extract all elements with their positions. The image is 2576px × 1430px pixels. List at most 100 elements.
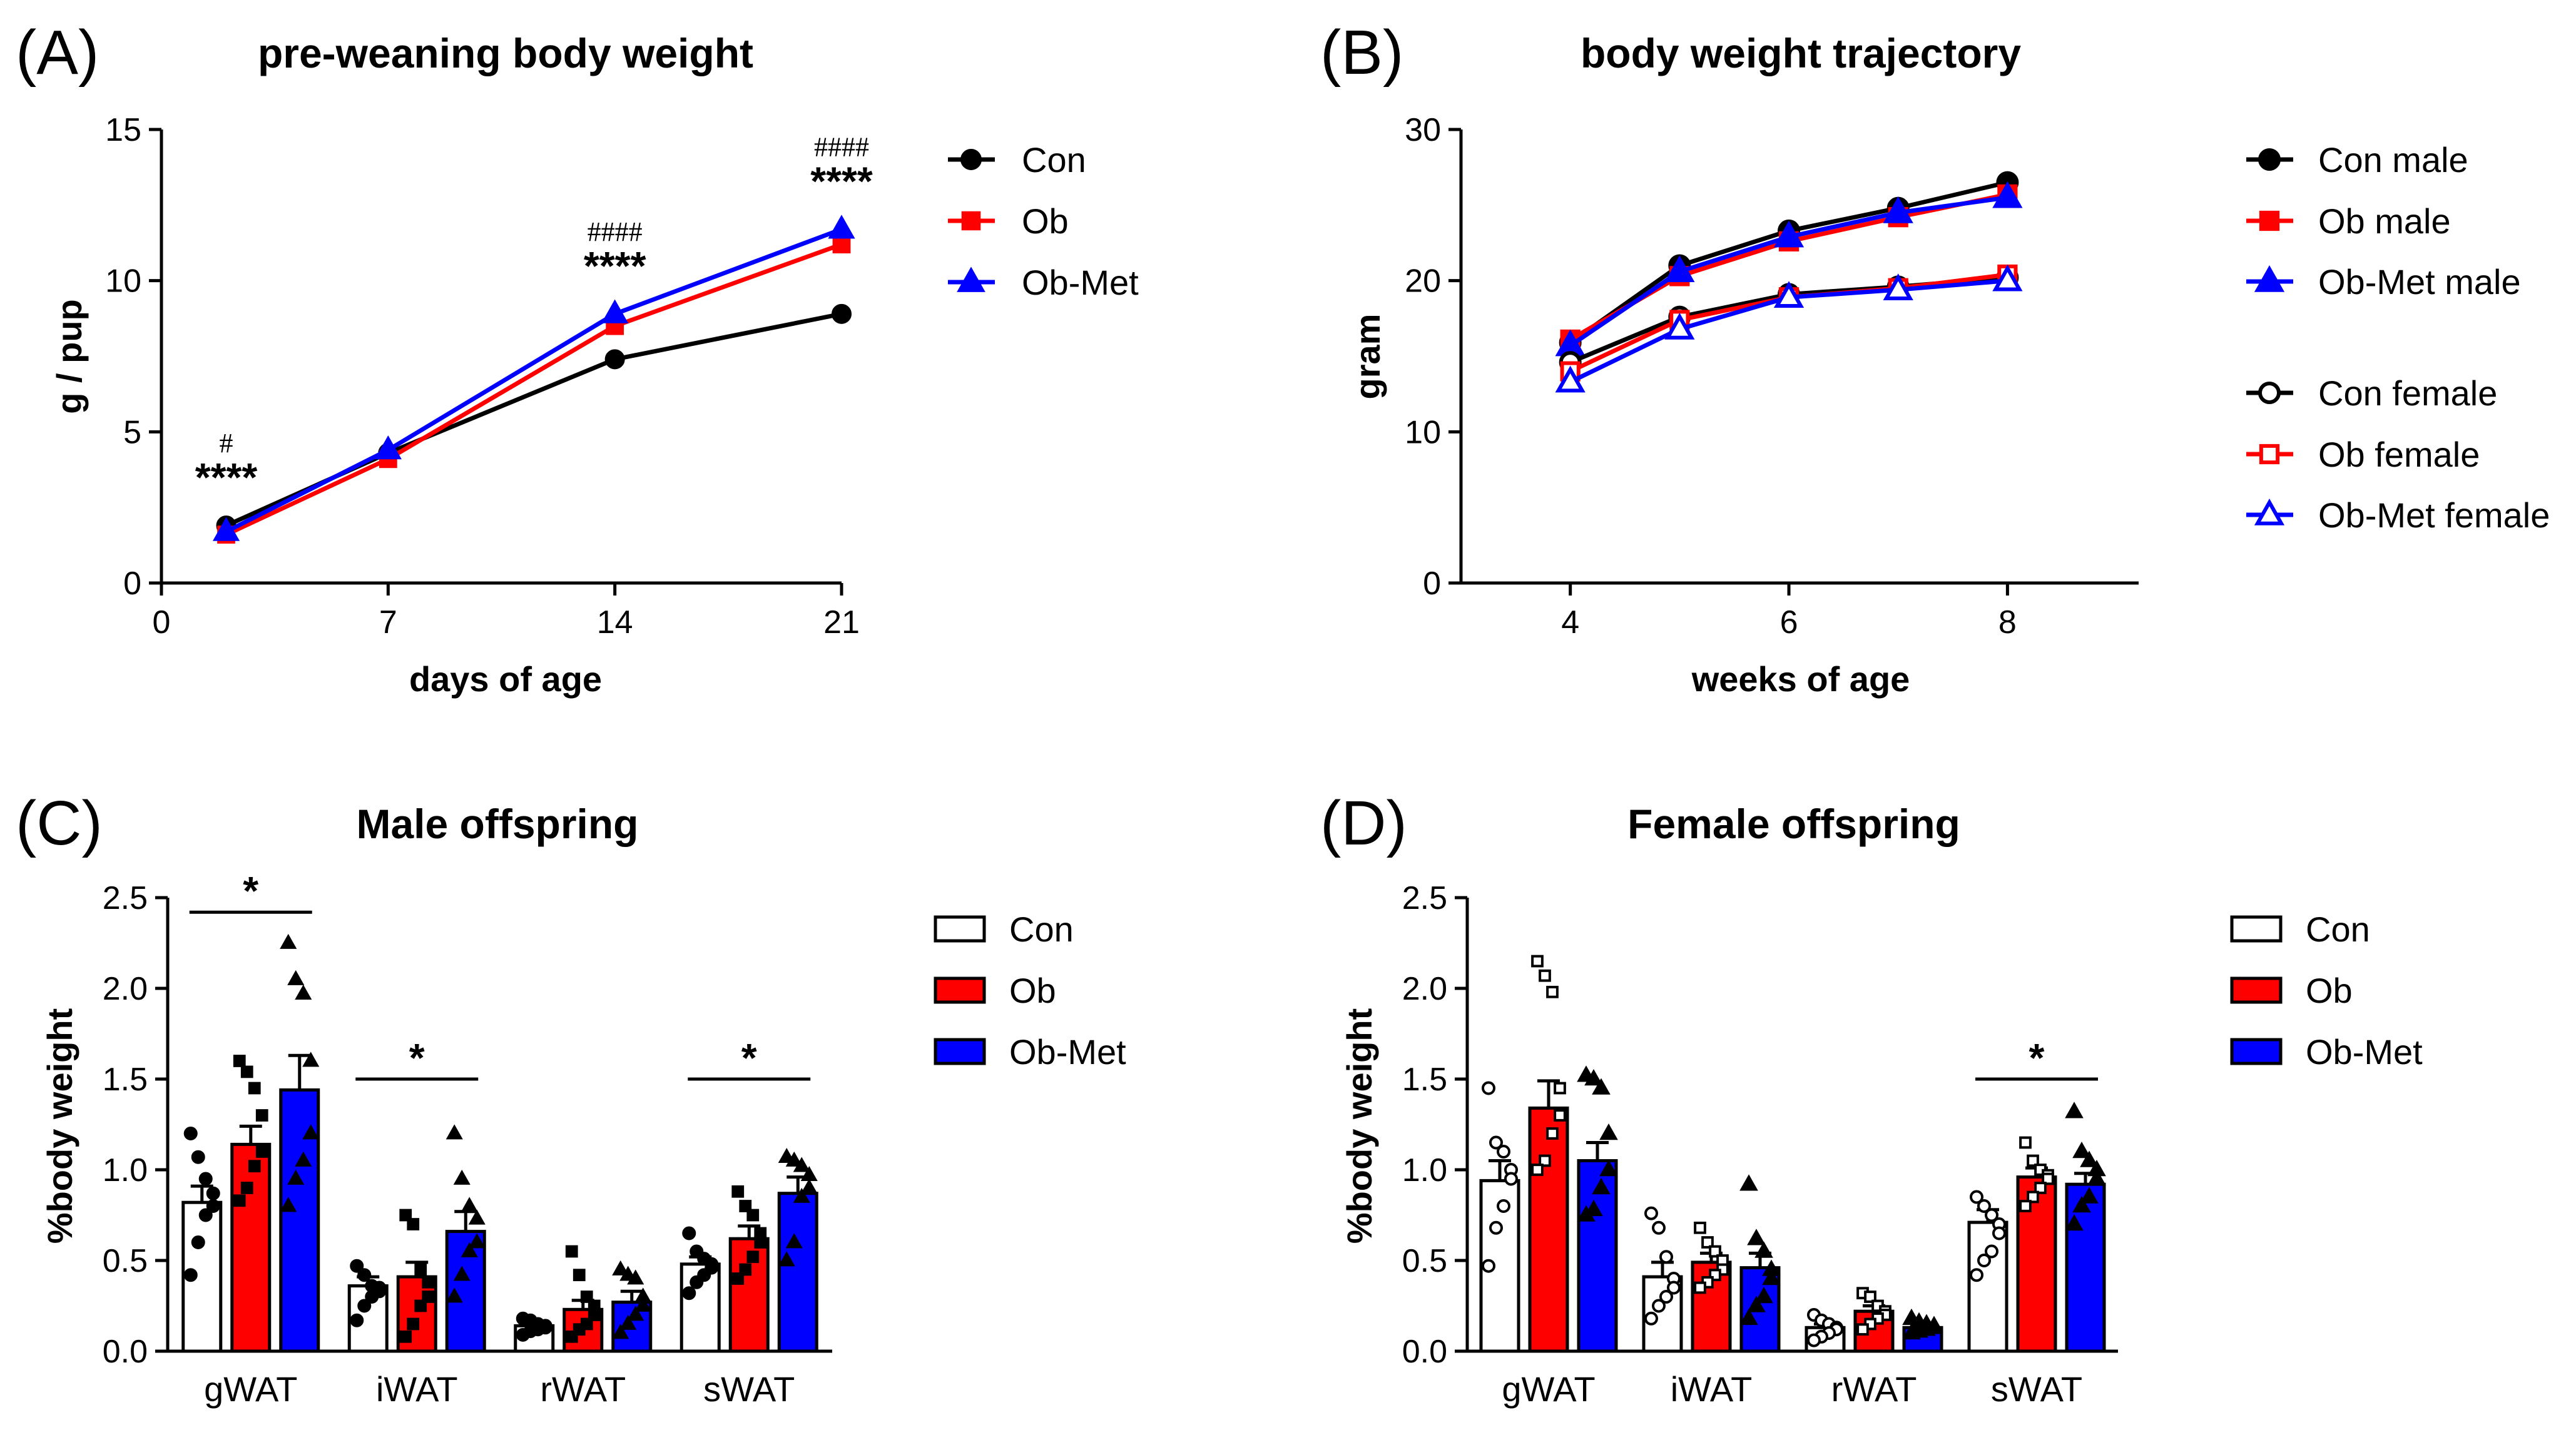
data-point <box>1652 1299 1666 1313</box>
data-point <box>233 1194 246 1207</box>
data-point <box>1659 1250 1673 1264</box>
data-point <box>2065 1102 2084 1118</box>
data-point <box>739 1263 752 1276</box>
data-point <box>832 303 852 324</box>
data-point <box>588 1309 601 1321</box>
x-tick-label: 0 <box>153 604 171 641</box>
data-point <box>198 1208 213 1222</box>
significance-star: * <box>741 1035 757 1080</box>
data-point <box>731 1272 745 1285</box>
data-point <box>191 1150 205 1164</box>
data-point <box>1531 1164 1544 1176</box>
data-point <box>2087 1169 2106 1185</box>
x-tick-label: 8 <box>1998 604 2017 641</box>
panel-b-label: (B) <box>1320 18 1403 88</box>
data-point <box>1577 1205 1596 1222</box>
data-point <box>1489 1135 1503 1150</box>
panel-d-axes: 0.0 0.5 1.0 1.5 2.0 2.5 gWAT iWAT rWAT sWAT <box>1402 880 2118 1409</box>
data-point <box>414 1299 427 1312</box>
y-tick-label: 0.0 <box>103 1334 148 1370</box>
panel-d-plot <box>1479 955 2106 1353</box>
y-tick-label: 10 <box>105 263 141 300</box>
data-point <box>1864 1291 1876 1303</box>
data-point <box>682 1226 696 1240</box>
data-point <box>183 1127 198 1140</box>
data-point <box>1497 1145 1510 1159</box>
legend-swatch <box>2230 1038 2283 1065</box>
data-point <box>1856 1323 1869 1336</box>
legend-marker <box>2254 265 2285 292</box>
significance-stars: **** <box>195 455 258 500</box>
y-tick-label: 10 <box>1405 414 1441 450</box>
panel-c-legend: Con Ob Ob-Met <box>934 910 1126 1072</box>
legend-label: Ob-Met <box>1022 263 1139 302</box>
category-label: rWAT <box>1831 1369 1917 1409</box>
data-point <box>212 517 240 541</box>
legend-marker <box>2254 499 2285 525</box>
y-tick-label: 0 <box>1423 565 1441 602</box>
data-point <box>302 1052 320 1067</box>
bar <box>181 1200 223 1353</box>
significance-stars: **** <box>810 159 873 204</box>
data-point <box>1902 1323 1921 1340</box>
data-point <box>468 1209 486 1225</box>
panel-b-plot <box>1555 171 2023 393</box>
panel-d-title: Female offspring <box>1627 801 1960 847</box>
data-point <box>2019 1136 2032 1149</box>
data-point <box>461 1197 478 1212</box>
y-tick-label: 1.5 <box>103 1062 148 1098</box>
y-tick-label: 1.5 <box>1402 1062 1447 1098</box>
data-point <box>1739 1174 1758 1191</box>
data-point <box>2034 1182 2047 1194</box>
data-point <box>1773 220 1805 248</box>
y-tick-label: 15 <box>105 112 141 148</box>
data-point <box>453 1265 471 1281</box>
data-point <box>1644 1311 1658 1326</box>
data-point <box>1554 1082 1566 1095</box>
data-point <box>1747 1296 1766 1312</box>
data-point <box>206 1199 220 1213</box>
panel-b: (B) body weight trajectory weeks of age … <box>1320 18 2550 699</box>
data-point <box>461 1242 478 1257</box>
data-point <box>414 1263 427 1276</box>
data-point <box>785 1233 803 1249</box>
data-point <box>1497 1199 1510 1213</box>
data-point <box>468 1233 486 1249</box>
data-point <box>1652 1220 1666 1235</box>
x-tick-label: 21 <box>823 604 860 641</box>
legend-marker <box>2258 382 2281 404</box>
panel-c-axes: 0.0 0.5 1.0 1.5 2.0 2.5 gWAT iWAT rWAT sWAT <box>103 880 832 1409</box>
data-point <box>832 235 851 254</box>
data-point <box>785 1151 803 1167</box>
panel-a-plot <box>212 215 855 544</box>
y-tick-label: 2.0 <box>1402 971 1447 1007</box>
data-point <box>374 435 402 460</box>
data-point <box>1883 273 1913 300</box>
data-point <box>1482 1081 1495 1095</box>
legend-label: Con <box>1022 140 1086 180</box>
data-point <box>731 1185 745 1198</box>
category-label: iWAT <box>1671 1369 1753 1409</box>
panel-d: (D) Female offspring %body weight 0.0 0.5… <box>1320 788 2423 1409</box>
data-point <box>793 1157 810 1172</box>
data-point <box>1644 1206 1658 1220</box>
y-tick-label: 0 <box>123 565 141 602</box>
data-point <box>1754 1241 1773 1258</box>
data-point <box>1970 1190 1983 1204</box>
data-point <box>1482 1259 1495 1273</box>
data-point <box>1985 1244 1998 1259</box>
series-line <box>1569 192 2008 342</box>
data-point <box>1592 1178 1611 1195</box>
data-point <box>240 1065 253 1078</box>
panel-b-legend: Con male Ob male Ob-Met male Con female Ob f… <box>2246 140 2550 535</box>
data-point <box>516 1327 530 1342</box>
data-point <box>1599 1123 1618 1140</box>
data-point <box>2019 1200 2032 1212</box>
data-point <box>2027 1190 2039 1204</box>
data-point <box>287 970 305 985</box>
data-point <box>2080 1150 2099 1167</box>
category-label: sWAT <box>703 1369 795 1409</box>
panel-a-legend: Con Ob Ob-Met <box>948 140 1139 302</box>
data-point <box>1985 1208 1998 1222</box>
y-tick-label: 30 <box>1405 112 1441 148</box>
